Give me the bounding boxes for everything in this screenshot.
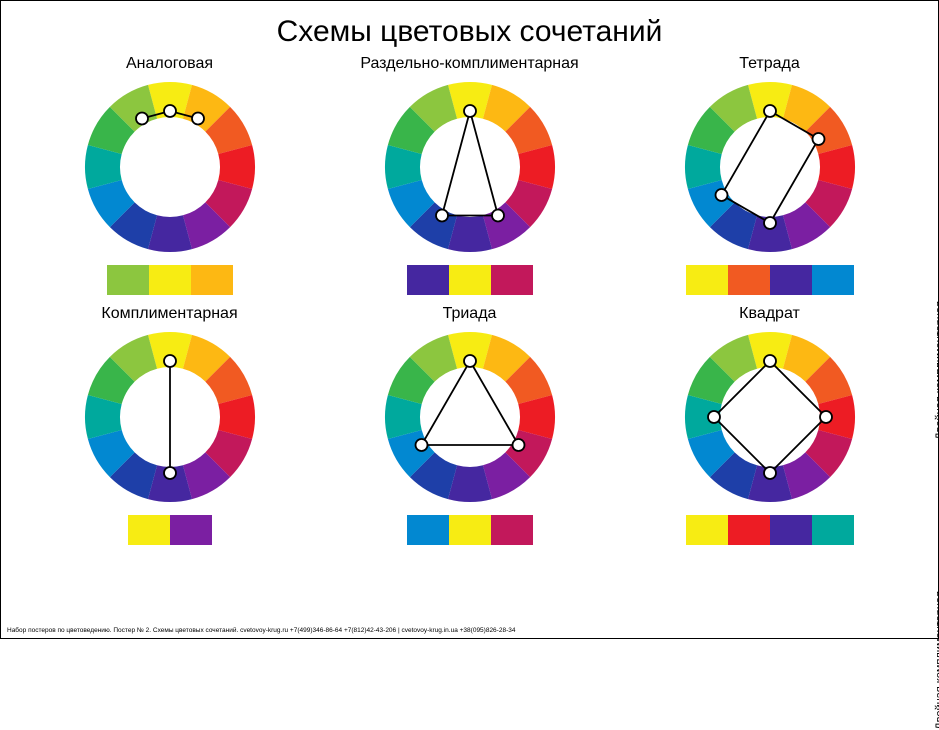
wheel-wrap [80, 77, 260, 257]
swatch [770, 515, 812, 545]
node-marker [164, 355, 176, 367]
node-marker [464, 355, 476, 367]
swatch-row [407, 515, 533, 545]
node-marker [136, 113, 148, 125]
node-marker [492, 209, 504, 221]
swatch [812, 265, 854, 295]
swatch [191, 265, 233, 295]
scheme-cell: Квадрат [630, 305, 910, 545]
scheme-cell: Раздельно-комплиментарная [330, 55, 610, 295]
swatch [686, 515, 728, 545]
node-marker [820, 411, 832, 423]
side-label-top: Двойная комплиментарная [934, 301, 939, 440]
swatch-row [686, 265, 854, 295]
node-marker [764, 355, 776, 367]
swatch-row [107, 265, 233, 295]
schemes-grid: Аналоговая Раздельно-комплиментарная Тетра… [30, 49, 910, 545]
node-marker [436, 209, 448, 221]
color-wheel [680, 327, 860, 507]
scheme-title: Квадрат [739, 305, 800, 323]
swatch [407, 515, 449, 545]
swatch-row [128, 515, 212, 545]
swatch [407, 265, 449, 295]
swatch [491, 515, 533, 545]
scheme-title: Триада [443, 305, 497, 323]
wheel-wrap [380, 77, 560, 257]
swatch [812, 515, 854, 545]
swatch [449, 265, 491, 295]
swatch [728, 265, 770, 295]
swatch [170, 515, 212, 545]
node-marker [164, 467, 176, 479]
scheme-cell: Триада [330, 305, 610, 545]
swatch [449, 515, 491, 545]
color-wheel [80, 327, 260, 507]
side-label-bottom: Двойная комплиментарная [934, 591, 939, 730]
node-marker [164, 105, 176, 117]
scheme-title: Раздельно-комплиментарная [360, 55, 578, 73]
connection-lines [442, 111, 498, 215]
swatch [149, 265, 191, 295]
node-marker [764, 467, 776, 479]
node-marker [764, 105, 776, 117]
swatch [728, 515, 770, 545]
swatch [128, 515, 170, 545]
scheme-cell: Аналоговая [30, 55, 310, 295]
wheel-wrap [80, 327, 260, 507]
swatch-row [686, 515, 854, 545]
color-wheel [80, 77, 260, 257]
node-marker [715, 189, 727, 201]
swatch [107, 265, 149, 295]
swatch [686, 265, 728, 295]
color-wheel [680, 77, 860, 257]
scheme-cell: Тетрада [630, 55, 910, 295]
color-wheel [380, 77, 560, 257]
node-marker [764, 217, 776, 229]
color-wheel [380, 327, 560, 507]
scheme-title: Тетрада [739, 55, 800, 73]
scheme-title: Комплиментарная [101, 305, 237, 323]
poster-canvas: Схемы цветовых сочетаний Аналоговая Разде… [0, 0, 939, 639]
swatch [770, 265, 812, 295]
main-title: Схемы цветовых сочетаний [1, 1, 938, 49]
swatch-row [407, 265, 533, 295]
node-marker [708, 411, 720, 423]
node-marker [812, 133, 824, 145]
wheel-wrap [680, 77, 860, 257]
scheme-cell: Комплиментарная [30, 305, 310, 545]
node-marker [464, 105, 476, 117]
node-marker [415, 439, 427, 451]
swatch [491, 265, 533, 295]
scheme-title: Аналоговая [126, 55, 213, 73]
node-marker [512, 439, 524, 451]
wheel-wrap [680, 327, 860, 507]
footer-text: Набор постеров по цветоведению. Постер №… [7, 627, 515, 634]
node-marker [192, 113, 204, 125]
wheel-wrap [380, 327, 560, 507]
